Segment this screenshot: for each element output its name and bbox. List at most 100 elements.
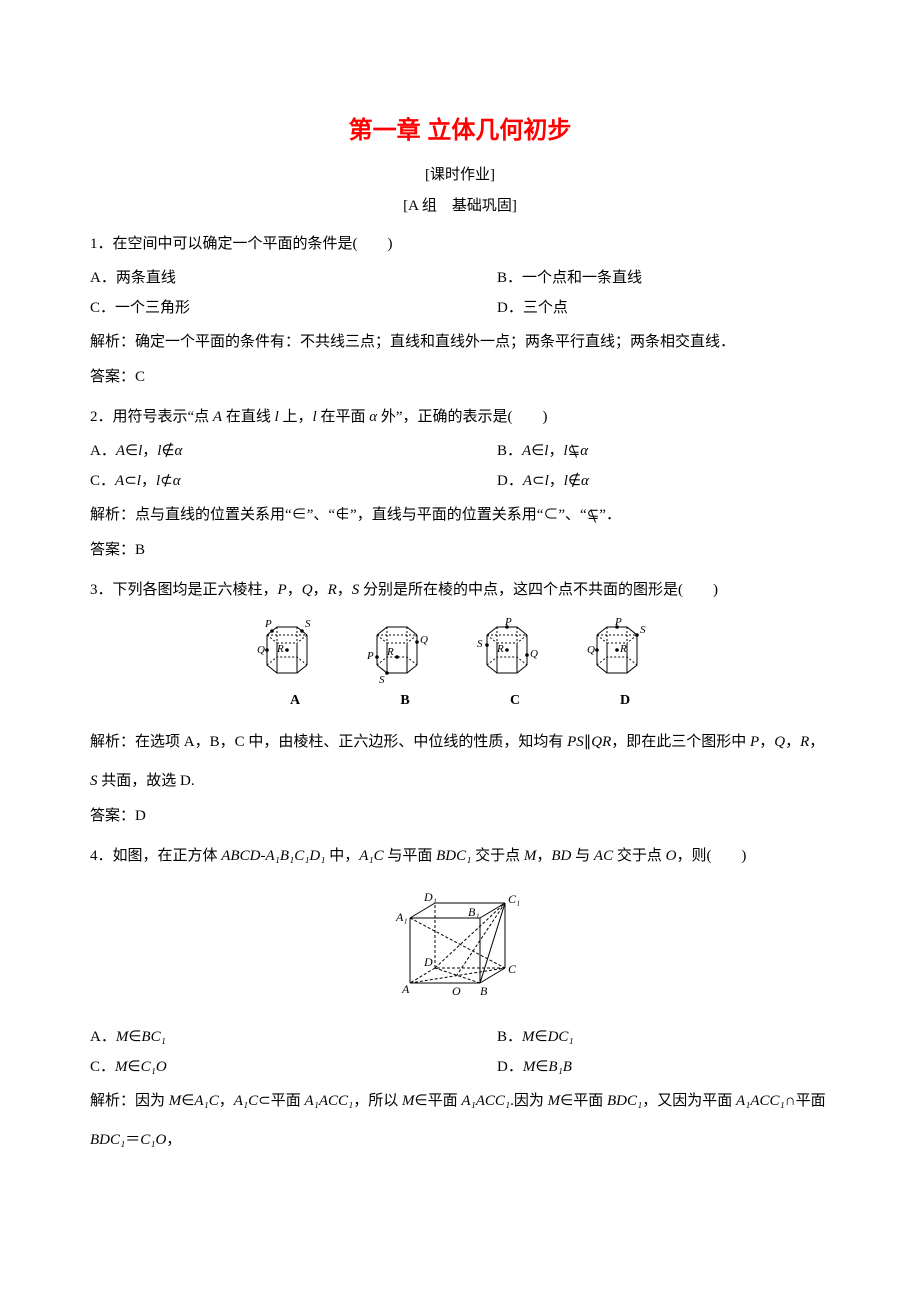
q2e-end: ”． — [599, 507, 621, 523]
svg-text:R: R — [496, 643, 504, 655]
q4e-BDC1a: BDC₁ — [607, 1093, 642, 1109]
q4e-in2: ∈ — [415, 1093, 428, 1109]
q4-opt-a: A．M∈BC₁ — [90, 1022, 497, 1052]
q4e-in3: ∈ — [560, 1093, 573, 1109]
svg-text:S: S — [477, 638, 483, 650]
caption-c: C — [475, 693, 555, 709]
q2c-alpha: α — [173, 473, 181, 489]
q4b-M: M — [522, 1029, 535, 1045]
q4-figure: A B C D A₁ B₁ C₁ D₁ O — [90, 883, 830, 1008]
q2-opt-b: B．A∈l，l⊆α — [497, 436, 830, 466]
q3e-end: 共面，故选 D. — [98, 773, 195, 789]
q4e-sub1: ⊂ — [258, 1093, 271, 1109]
prism-c: P S R Q C — [475, 617, 555, 709]
q4b-DC1: DC₁ — [548, 1029, 574, 1045]
q3-figures: P S Q R A Q P — [90, 617, 830, 709]
q2e-ni: ∉ — [335, 507, 350, 523]
svg-text:A₁: A₁ — [395, 910, 408, 924]
q4a-M: M — [116, 1029, 129, 1045]
prism-d: P S Q R D — [585, 617, 665, 709]
q4-O: O — [666, 848, 677, 864]
q2-A: A — [213, 409, 222, 425]
caption-b: B — [365, 693, 445, 709]
q3s-pre: 3．下列各图均是正六棱柱， — [90, 582, 278, 598]
q4s-m2: 与平面 — [384, 848, 437, 864]
hexprism-icon: P S Q R — [255, 617, 335, 687]
svg-text:Q: Q — [420, 634, 428, 646]
q2d-sep: ， — [549, 473, 564, 489]
q4e-C1O: C₁O — [140, 1132, 166, 1148]
q4-opt-c: C．M∈C₁O — [90, 1052, 497, 1082]
q4s-m5: 与 — [571, 848, 594, 864]
q4e-p3: ，所以 — [353, 1093, 402, 1109]
q2b-alpha: α — [580, 443, 588, 459]
q2-stem-t4: 在平面 — [317, 409, 370, 425]
q3e-mid: ，即在此三个图形中 — [611, 734, 750, 750]
svg-text:Q: Q — [530, 648, 538, 660]
svg-text:Q: Q — [587, 644, 595, 656]
q2-alpha: α — [369, 409, 377, 425]
q4e-p2: 平面 — [271, 1093, 305, 1109]
q3e-S: S — [90, 773, 98, 789]
q4s-end: ，则( ) — [676, 848, 746, 864]
q2e-pre: 解析：点与直线的位置关系用“ — [90, 507, 292, 523]
q2e-in: ∈ — [292, 507, 307, 523]
svg-text:D₁: D₁ — [423, 890, 437, 904]
q2-opt-a: A．A∈l，l∉α — [90, 436, 497, 466]
q4a-pre: A． — [90, 1029, 116, 1045]
q4s-m3: 交于点 — [471, 848, 524, 864]
svg-text:R: R — [276, 643, 284, 655]
q3e-Q: Q — [774, 734, 785, 750]
q2-opt-d: D．A⊂l，l∉α — [497, 466, 830, 496]
q1-opt-d: D．三个点 — [497, 293, 830, 323]
q4c-rel: ∈ — [128, 1059, 141, 1075]
q2a-in: ∈ — [125, 443, 138, 459]
q4a-BC1: BC₁ — [141, 1029, 165, 1045]
q4e-p5: .因为 — [510, 1093, 548, 1109]
svg-text:O: O — [452, 984, 461, 998]
q2-stem-t3: 上， — [279, 409, 313, 425]
q4-explain: 解析：因为 M∈A₁C，A₁C⊂平面 A₁ACC₁，所以 M∈平面 A₁ACC₁… — [90, 1082, 830, 1160]
q4e-M3: M — [548, 1093, 561, 1109]
q3-answer: 答案：D — [90, 801, 830, 831]
q4e-p10: ， — [166, 1132, 181, 1148]
q4-M: M — [524, 848, 537, 864]
q2b-in: ∈ — [531, 443, 544, 459]
subtitle: [课时作业] — [90, 163, 830, 184]
svg-text:P: P — [504, 617, 512, 628]
q4-options: A．M∈BC₁ B．M∈DC₁ C．M∈C₁O D．M∈B₁B — [90, 1022, 830, 1082]
q3-stem: 3．下列各图均是正六棱柱，P，Q，R，S 分别是所在棱的中点，这四个点不共面的图… — [90, 575, 830, 605]
not-subset-icon-2: ⊆ — [587, 496, 600, 535]
q4s-m1: 中， — [325, 848, 359, 864]
svg-text:R: R — [386, 646, 394, 658]
q2d-rel: ∉ — [568, 473, 581, 489]
q2e-m3: ”、“ — [558, 507, 586, 523]
q2-stem: 2．用符号表示“点 A 在直线 l 上，l 在平面 α 外”，正确的表示是( ) — [90, 402, 830, 432]
q2-answer: 答案：B — [90, 535, 830, 565]
q4b-pre: B． — [497, 1029, 522, 1045]
caption-d: D — [585, 693, 665, 709]
q3s-mid: 分别是所在棱的中点，这四个点不共面的图形是( ) — [359, 582, 718, 598]
q2b-A: A — [522, 443, 531, 459]
q2-stem-t5: 外”，正确的表示是( ) — [377, 409, 547, 425]
q4e-M2: M — [402, 1093, 415, 1109]
q4e-A1ACC1a: A₁ACC₁ — [304, 1093, 353, 1109]
q3e-P: P — [750, 734, 759, 750]
q3e-QR: QR — [591, 734, 611, 750]
q4e-p1: ， — [219, 1093, 234, 1109]
q2b-pre: B． — [497, 443, 522, 459]
q4e-A1C1: A₁C — [194, 1093, 218, 1109]
q4b-rel: ∈ — [535, 1029, 548, 1045]
q2a-pre: A． — [90, 443, 116, 459]
q4s-pre: 4．如图，在正方体 — [90, 848, 221, 864]
svg-text:R: R — [619, 643, 627, 655]
svg-text:D: D — [423, 955, 433, 969]
svg-text:P: P — [264, 618, 272, 630]
q2b-sep: ， — [548, 443, 563, 459]
q4-stem: 4．如图，在正方体 ABCD-A₁B₁C₁D₁ 中，A₁C 与平面 BDC₁ 交… — [90, 841, 830, 871]
svg-text:C: C — [508, 962, 517, 976]
q4e-pre: 解析：因为 — [90, 1093, 169, 1109]
q4e-A1ACC1c: A₁ACC₁ — [736, 1093, 785, 1109]
svg-text:P: P — [614, 617, 622, 628]
svg-text:C₁: C₁ — [508, 892, 520, 906]
